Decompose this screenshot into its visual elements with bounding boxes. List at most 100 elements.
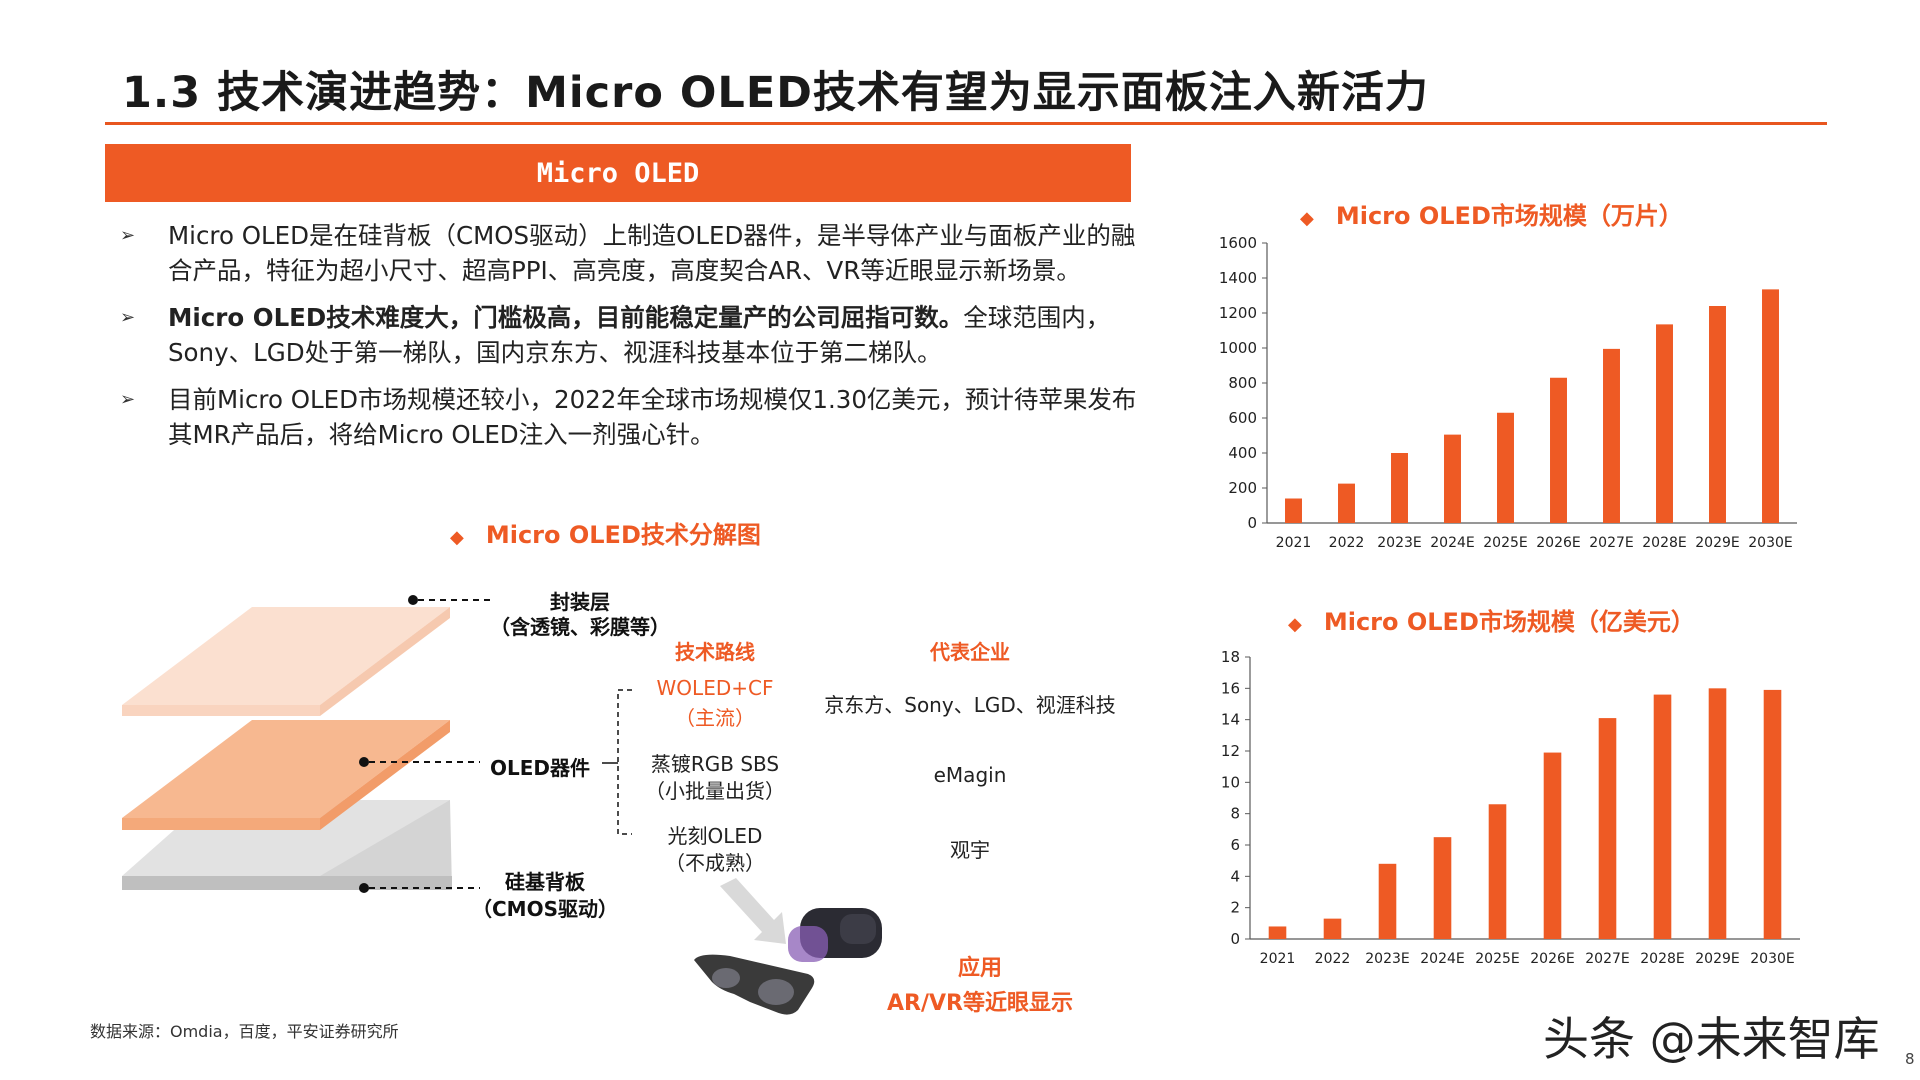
bar — [1497, 412, 1514, 523]
bullet-arrow-icon: ➢ — [120, 307, 136, 328]
ar-vr-devices-illustration — [694, 878, 882, 1015]
bar — [1653, 694, 1672, 939]
bar — [1378, 863, 1397, 939]
bar — [1708, 688, 1727, 939]
y-tick-label: 200 — [1228, 479, 1257, 497]
y-tick-label: 10 — [1221, 773, 1240, 791]
x-tick-label: 2027E — [1585, 951, 1629, 967]
layer-stack-illustration — [122, 595, 492, 893]
watermark: 头条 @未来智库 — [1543, 1012, 1880, 1066]
bullet-text: 目前Micro OLED市场规模还较小，2022年全球市场规模仅1.30亿美元，… — [168, 385, 1137, 449]
column-header-route: 技术路线 — [675, 640, 755, 664]
page-number: 8 — [1905, 1050, 1915, 1068]
bullet-list: ➢ Micro OLED是在硅背板（CMOS驱动）上制造OLED器件，是半导体产… — [120, 218, 1140, 464]
bar — [1709, 306, 1726, 523]
oled-device-label: OLED器件 — [490, 756, 591, 780]
y-tick-label: 16 — [1221, 679, 1240, 697]
application-text: AR/VR等近眼显示 — [887, 991, 1073, 1016]
bar — [1433, 837, 1452, 939]
y-tick-label: 14 — [1221, 711, 1240, 729]
section-banner: Micro OLED — [105, 144, 1131, 202]
y-tick-label: 4 — [1230, 867, 1240, 885]
encapsulation-sublabel: （含透镜、彩膜等） — [490, 615, 670, 639]
silicon-backplane-label: 硅基背板 — [505, 870, 585, 894]
bar — [1598, 718, 1617, 939]
route-woled-note: （主流） — [675, 706, 755, 730]
x-tick-label: 2030E — [1748, 535, 1792, 551]
y-tick-label: 1600 — [1219, 236, 1257, 252]
y-tick-label: 600 — [1228, 409, 1257, 427]
bullet-item: ➢ Micro OLED是在硅背板（CMOS驱动）上制造OLED器件，是半导体产… — [120, 218, 1140, 288]
x-tick-label: 2024E — [1420, 951, 1464, 967]
y-tick-label: 1000 — [1219, 339, 1257, 357]
bar — [1391, 453, 1408, 523]
bullet-arrow-icon: ➢ — [120, 389, 136, 410]
ar-glasses-icon — [694, 954, 815, 1015]
x-tick-label: 2026E — [1530, 951, 1574, 967]
bullet-item: ➢ Micro OLED技术难度大，门槛极高，目前能稳定量产的公司屈指可数。全球… — [120, 300, 1140, 370]
chart2-title: ◆ Micro OLED市场规模（亿美元） — [1288, 608, 1695, 636]
chart-wafer-volume: 0 200 400 600 800 1000 1200 1400 1600 2021 2022 202… — [1219, 236, 1797, 551]
company-woled: 京东方、Sony、LGD、视涯科技 — [824, 693, 1116, 717]
route-woled: WOLED+CF — [656, 676, 774, 700]
bullet-text: 全球范围内，Sony、LGD处于第一梯队，国内京东方、视涯科技基本位于第二梯队。 — [168, 303, 1111, 367]
silicon-backplane-sublabel: （CMOS驱动） — [472, 897, 618, 921]
bar — [1285, 498, 1302, 523]
bar — [1656, 324, 1673, 523]
x-tick-label: 2026E — [1536, 535, 1580, 551]
x-tick-label: 2029E — [1695, 951, 1739, 967]
bullet-text: Micro OLED是在硅背板（CMOS驱动）上制造OLED器件，是半导体产业与… — [168, 221, 1136, 285]
bullet-bold-text: Micro OLED技术难度大，门槛极高，目前能稳定量产的公司屈指可数。 — [168, 303, 964, 332]
route-bracket — [602, 689, 632, 835]
chart-market-value: 0 2 4 6 8 10 12 14 16 18 2021 2022 2023E 2024E 2025E 20… — [1221, 650, 1800, 967]
x-tick-label: 2021 — [1276, 535, 1312, 551]
bar — [1603, 348, 1620, 523]
bar — [1338, 483, 1355, 523]
route-rgb-sbs-note: （小批量出货） — [645, 779, 785, 803]
x-tick-label: 2023E — [1365, 951, 1409, 967]
y-tick-label: 800 — [1228, 374, 1257, 392]
route-photolitho-note: （不成熟） — [665, 851, 765, 875]
vr-headset-icon — [788, 908, 882, 962]
title-divider — [105, 122, 1827, 125]
diamond-icon: ◆ — [1300, 208, 1314, 229]
bar — [1488, 804, 1507, 939]
y-tick-label: 1400 — [1219, 269, 1257, 287]
diagram-title: ◆ Micro OLED技术分解图 — [450, 521, 761, 549]
y-tick-label: 8 — [1230, 805, 1240, 823]
y-tick-label: 0 — [1247, 514, 1257, 532]
encapsulation-layer-shape — [122, 607, 450, 705]
diamond-icon: ◆ — [1288, 614, 1302, 635]
x-tick-label: 2028E — [1642, 535, 1686, 551]
x-tick-label: 2021 — [1260, 951, 1296, 967]
column-header-company: 代表企业 — [930, 640, 1010, 664]
y-tick-label: 2 — [1230, 899, 1240, 917]
page-title: 1.3 技术演进趋势：Micro OLED技术有望为显示面板注入新活力 — [122, 68, 1429, 118]
x-tick-label: 2030E — [1750, 951, 1794, 967]
encapsulation-label: 封装层 — [550, 590, 610, 614]
bar — [1444, 434, 1461, 523]
x-tick-label: 2024E — [1430, 535, 1474, 551]
source-footnote: 数据来源：Omdia，百度，平安证券研究所 — [90, 1022, 399, 1041]
bar — [1763, 689, 1782, 939]
bar — [1762, 289, 1779, 523]
y-tick-label: 12 — [1221, 742, 1240, 760]
x-tick-label: 2027E — [1589, 535, 1633, 551]
diamond-icon: ◆ — [450, 527, 464, 548]
company-rgb-sbs: eMagin — [933, 763, 1007, 787]
bar — [1550, 377, 1567, 523]
x-tick-label: 2022 — [1315, 951, 1351, 967]
x-tick-label: 2023E — [1377, 535, 1421, 551]
bullet-item: ➢ 目前Micro OLED市场规模还较小，2022年全球市场规模仅1.30亿美… — [120, 382, 1140, 452]
y-tick-label: 400 — [1228, 444, 1257, 462]
y-tick-label: 1200 — [1219, 304, 1257, 322]
application-label: 应用 — [957, 956, 1002, 981]
x-tick-label: 2025E — [1475, 951, 1519, 967]
x-tick-label: 2025E — [1483, 535, 1527, 551]
company-photolitho: 观宇 — [950, 838, 990, 862]
bar — [1323, 918, 1342, 939]
x-tick-label: 2022 — [1329, 535, 1365, 551]
y-tick-label: 6 — [1230, 836, 1240, 854]
route-photolitho: 光刻OLED — [667, 824, 763, 848]
x-tick-label: 2028E — [1640, 951, 1684, 967]
